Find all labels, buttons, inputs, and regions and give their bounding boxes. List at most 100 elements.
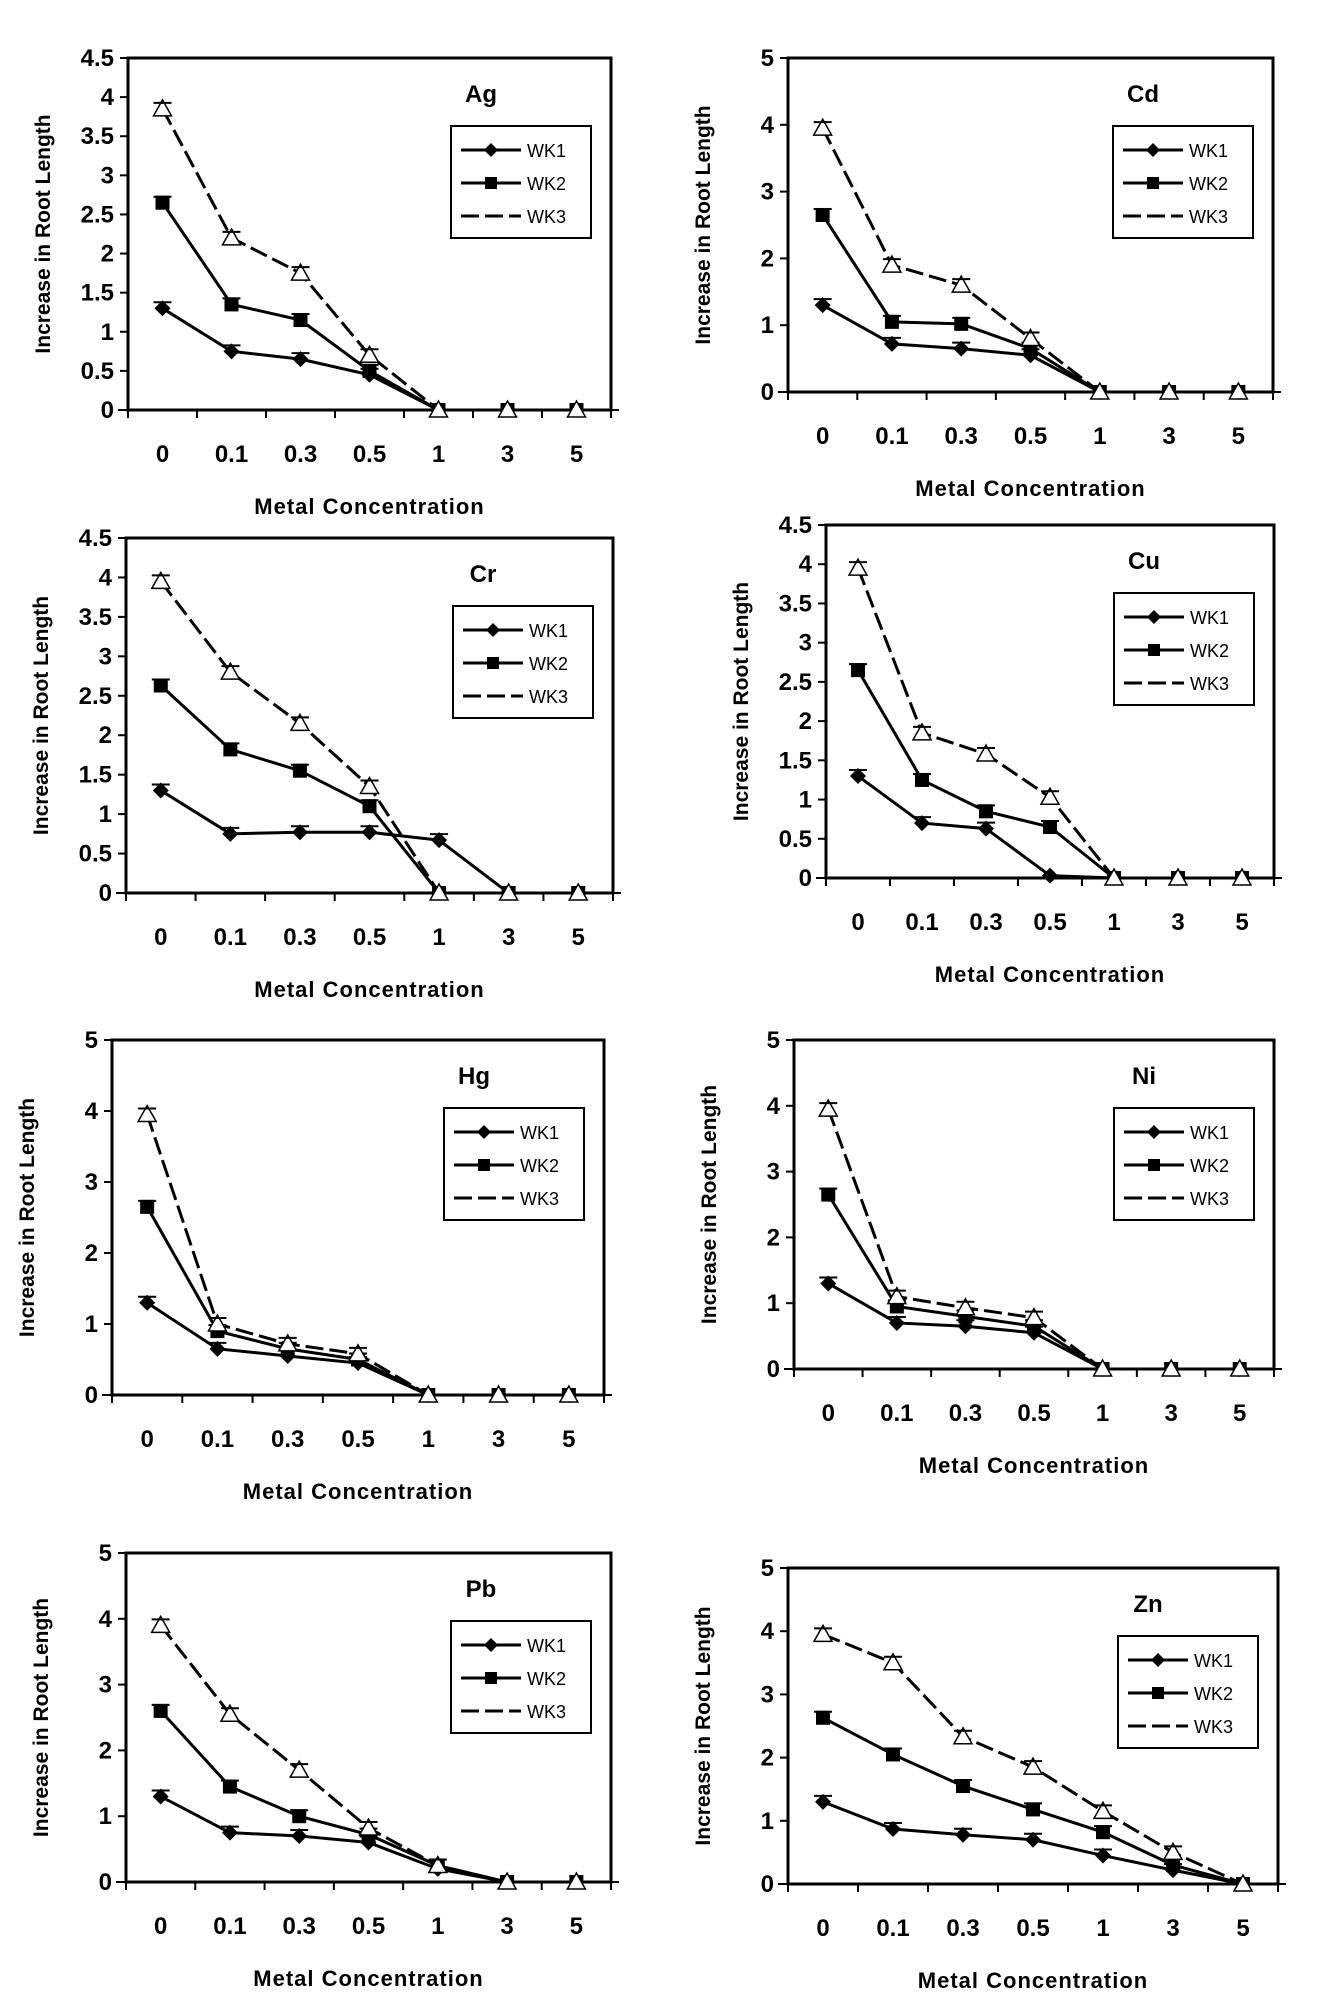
panel-title: Pb [466,1576,497,1603]
data-point-wk2 [292,1809,307,1824]
data-point-wk1 [888,1314,905,1331]
y-tick-label: 3.5 [81,123,114,150]
data-point-wk2 [140,1199,155,1214]
data-point-wk3 [886,1286,908,1305]
legend-label: WK3 [520,1189,559,1209]
y-tick-label: 5 [761,1555,774,1582]
x-axis-title: Metal Concentration [254,977,484,1002]
y-tick-label: 2 [761,245,774,272]
x-tick-label: 5 [570,1913,583,1940]
y-tick-label: 0 [799,865,812,892]
data-point-wk2 [293,313,308,328]
x-tick-label: 0.3 [949,1400,982,1427]
data-point-wk2 [915,772,929,787]
legend-label: WK3 [1194,1717,1233,1737]
legend-marker [1146,143,1160,157]
data-point-wk1 [955,1826,971,1843]
legend-label: WK3 [529,687,568,707]
legend-label: WK1 [1189,141,1228,161]
x-axis-title: Metal Concentration [253,1966,483,1991]
x-tick-label: 0 [154,924,167,951]
y-tick-label: 4 [767,1093,781,1120]
data-point-wk3 [428,882,450,901]
data-point-wk1 [815,1793,831,1810]
y-tick-label: 4 [799,551,813,578]
x-tick-label: 0.3 [969,909,1002,936]
legend-label: WK1 [529,621,568,641]
data-point-wk2 [1043,820,1057,835]
data-point-wk2 [153,1703,168,1718]
x-tick-label: 3 [1164,1400,1177,1427]
y-tick-label: 3.5 [79,604,112,631]
legend-marker [478,1159,490,1171]
y-tick-label: 2 [767,1224,780,1251]
y-tick-label: 2 [799,708,812,735]
data-point-wk3 [818,1098,839,1117]
data-point-wk3 [881,254,903,273]
data-point-wk3 [847,557,869,576]
x-tick-label: 3 [502,924,515,951]
data-point-wk3 [1092,1800,1114,1820]
y-tick-label: 2 [99,722,112,749]
data-point-wk1 [953,340,970,357]
panel-title: Cd [1127,81,1159,108]
legend-label: WK2 [520,1156,559,1176]
x-tick-label: 0 [851,909,864,936]
data-point-wk3 [358,1817,379,1836]
y-tick-label: 1.5 [79,762,112,789]
y-tick-label: 4.5 [79,525,112,552]
legend-label: WK3 [1190,1189,1229,1209]
x-tick-label: 3 [492,1426,505,1453]
legend-label: WK3 [1190,674,1229,694]
x-tick-label: 0.1 [880,1400,913,1427]
legend-label: WK1 [527,141,566,161]
y-tick-label: 2.5 [81,201,114,228]
series-line-wk2 [821,214,1239,394]
y-tick-label: 4 [761,112,775,139]
data-point-wk2 [222,1779,237,1794]
series-line-wk2 [159,1709,577,1884]
data-point-wk1 [1042,867,1058,884]
x-tick-label: 0.1 [213,1913,246,1940]
data-point-wk2 [815,207,830,222]
x-tick-label: 3 [1162,423,1175,450]
chart-panel-cd: 0 1 2 3 4 5 0 0.1 0.3 0.5 1 3 5 Metal Concentration In… [692,45,1281,501]
y-tick-label: 1 [799,787,812,814]
data-point-wk2 [886,1747,900,1762]
y-tick-label: 1 [99,1803,112,1830]
y-tick-label: 0 [761,379,774,406]
data-point-wk1 [820,1275,837,1292]
legend-label: WK1 [520,1123,559,1143]
y-tick-label: 4.5 [779,512,812,539]
data-point-wk3 [277,1333,298,1352]
data-point-wk3 [1092,1358,1113,1377]
chart-panel-ni: 0 1 2 3 4 5 0 0.1 0.3 0.5 1 3 5 Metal Concentration In… [698,1027,1282,1478]
data-point-wk3 [428,399,449,418]
y-tick-label: 5 [85,1027,98,1054]
x-tick-label: 1 [1093,423,1106,450]
data-point-wk3 [427,1855,449,1874]
x-tick-label: 1 [431,1913,444,1940]
legend-label: WK3 [527,1702,566,1722]
legend-marker [485,177,497,189]
x-tick-label: 0.3 [284,441,317,468]
y-tick-label: 4 [99,1606,113,1633]
x-tick-label: 5 [572,924,585,951]
data-point-wk3 [1231,867,1253,886]
data-point-wk1 [223,343,240,360]
chart-panel-zn: 0 1 2 3 4 5 0 0.1 0.3 0.5 1 3 5 Metal Concentration In… [692,1555,1286,1993]
legend-marker [1148,1159,1160,1171]
y-tick-label: 0.5 [779,826,812,853]
x-axis-title: Metal Concentration [918,1968,1148,1993]
data-point-wk1 [222,825,239,842]
y-axis-title: Increase in Root Length [692,105,715,344]
panel-title: Ag [465,81,497,108]
y-tick-label: 2 [101,241,114,268]
x-tick-label: 0.1 [201,1426,234,1453]
legend-marker [1147,1125,1161,1139]
chart-panel-cr: 0 0.5 1 1.5 2 2.5 3 3.5 4 4.5 0 0.1 0.3 0.5 1 3 5 Metal C… [30,525,621,1002]
y-tick-label: 2 [761,1745,774,1772]
data-point-wk3 [567,882,589,901]
data-point-wk1 [221,1824,238,1841]
legend-marker [477,1125,491,1139]
